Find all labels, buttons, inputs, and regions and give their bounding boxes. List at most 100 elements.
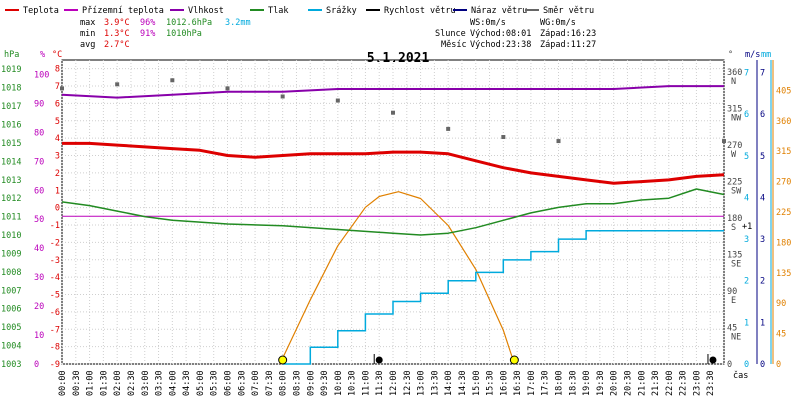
x-tick-label: 23:30 xyxy=(706,370,716,396)
hpa-tick-label: 1006 xyxy=(1,305,21,315)
mm-tick-label: 1 xyxy=(744,318,749,328)
dir-name-label: NW xyxy=(731,114,742,124)
x-tick-label: 17:00 xyxy=(527,370,537,396)
hpa-tick-label: 1005 xyxy=(1,323,21,333)
temp-tick-label: 3 xyxy=(55,152,60,162)
temp-tick-label: -7 xyxy=(50,325,60,335)
temp-tick-label: -6 xyxy=(50,308,60,318)
dir-name-label: NE xyxy=(731,333,741,343)
x-tick-label: 06:30 xyxy=(237,370,247,396)
dir-name-label: SE xyxy=(731,260,741,270)
moonset-time: Západ:11:27 xyxy=(540,40,596,50)
x-tick-label: 15:00 xyxy=(472,370,482,396)
wind-speed-info: WS:0m/s xyxy=(470,18,506,28)
wind-direction-point xyxy=(280,94,285,99)
x-axis: 00:00 00:30 01:00 01:30 02:00 02:30 03:00 03:30… xyxy=(58,370,748,396)
x-tick-label: 00:30 xyxy=(72,370,82,396)
wind-direction-point xyxy=(501,135,506,140)
hpa-tick-label: 1015 xyxy=(1,139,21,149)
hpa-tick-label: 1007 xyxy=(1,286,21,296)
pct-axis-label: % xyxy=(40,50,45,60)
mm-tick-label: 5 xyxy=(744,152,749,162)
dir-name-label: SW xyxy=(731,187,742,197)
dir-tick-label: 180 xyxy=(727,214,742,224)
dir-tick-label: 0 xyxy=(727,360,732,370)
sunalt-tick-label: 225 xyxy=(776,208,791,218)
wind-gust-info: WG:0m/s xyxy=(540,18,576,28)
wind-direction-point xyxy=(170,78,175,83)
x-tick-label: 01:00 xyxy=(86,370,96,396)
legend-label: Náraz větru xyxy=(471,6,527,16)
x-tick-label: 03:30 xyxy=(155,370,165,396)
temp-axis-label: °C xyxy=(52,50,62,60)
dir-tick-label: 315 xyxy=(727,105,742,115)
mm-tick-label: 0 xyxy=(744,360,749,370)
temp-tick-label: 8 xyxy=(55,65,60,75)
sunalt-tick-label: 45 xyxy=(776,330,786,340)
wind-direction-point xyxy=(391,110,395,115)
x-tick-label: 01:30 xyxy=(99,370,109,396)
hpa-tick-label: 1016 xyxy=(1,120,21,130)
series-sun-altitude xyxy=(279,191,515,365)
pct-tick-label: 60 xyxy=(34,186,44,196)
hpa-tick-label: 1009 xyxy=(1,249,21,259)
hpa-tick-label: 1008 xyxy=(1,268,21,278)
pct-tick-label: 0 xyxy=(34,360,39,370)
x-tick-label: 21:00 xyxy=(637,370,647,396)
stat-min-label: min xyxy=(80,29,95,39)
x-tick-label: 02:00 xyxy=(113,370,123,396)
x-tick-label: 05:00 xyxy=(196,370,206,396)
ms-tick-label: 0 xyxy=(760,360,765,370)
pct-tick-label: 70 xyxy=(34,157,44,167)
pct-tick-label: 10 xyxy=(34,331,44,341)
ms-axis-label: m/s xyxy=(745,50,760,60)
wind-direction-point xyxy=(722,139,726,144)
sunrise-marker xyxy=(278,355,288,365)
wind-direction-point xyxy=(446,126,451,131)
ms-tick-label: 4 xyxy=(760,193,765,203)
wind-direction-point xyxy=(335,98,340,103)
x-tick-label: 08:30 xyxy=(292,370,302,396)
legend-label: Tlak xyxy=(268,6,288,16)
stat-max-temp: 3.9°C xyxy=(104,18,130,28)
x-tick-label: 06:00 xyxy=(224,370,234,396)
x-tick-label: 12:30 xyxy=(403,370,413,396)
legend-label: Rychlost větru xyxy=(384,6,456,16)
hpa-tick-label: 1017 xyxy=(1,102,21,112)
dir-tick-label: 45 xyxy=(727,324,737,334)
x-tick-label: 10:00 xyxy=(334,370,344,396)
stat-avg-label: avg xyxy=(80,40,95,50)
x-tick-label: 04:00 xyxy=(168,370,178,396)
temp-tick-label: 6 xyxy=(55,99,60,109)
sunalt-tick-label: 405 xyxy=(776,86,791,96)
sunalt-tick-label: 0 xyxy=(776,360,781,370)
wind-direction-point xyxy=(60,86,64,91)
temp-tick-label: 2 xyxy=(55,169,60,179)
series xyxy=(60,78,726,365)
hpa-tick-label: 1018 xyxy=(1,84,21,94)
x-tick-label: 16:30 xyxy=(513,370,523,396)
x-tick-label: 15:30 xyxy=(486,370,496,396)
x-tick-label: 09:00 xyxy=(306,370,316,396)
x-tick-label: 18:00 xyxy=(555,370,565,396)
sun-label: Slunce xyxy=(435,29,466,39)
dir-tick-label: 90 xyxy=(727,287,737,297)
temp-tick-label: 7 xyxy=(55,82,60,92)
hpa-axis-label: hPa xyxy=(4,50,19,60)
x-tick-label: 14:30 xyxy=(458,370,468,396)
x-tick-label: 20:00 xyxy=(610,370,620,396)
stat-min-temp: 1.3°C xyxy=(104,29,130,39)
x-tick-label: 09:30 xyxy=(320,370,330,396)
temp-tick-label: -9 xyxy=(50,360,60,370)
x-tick-label: 12:00 xyxy=(389,370,399,396)
dir-name-label: E xyxy=(731,296,736,306)
temp-tick-label: -1 xyxy=(50,221,60,231)
pct-tick-label: 90 xyxy=(34,99,44,109)
pct-tick-label: 40 xyxy=(34,244,44,254)
dir-offset-label: +1 xyxy=(742,222,752,232)
stat-min-press: 1010hPa xyxy=(166,29,202,39)
temp-tick-label: 1 xyxy=(55,186,60,196)
ms-tick-label: 6 xyxy=(760,110,765,120)
